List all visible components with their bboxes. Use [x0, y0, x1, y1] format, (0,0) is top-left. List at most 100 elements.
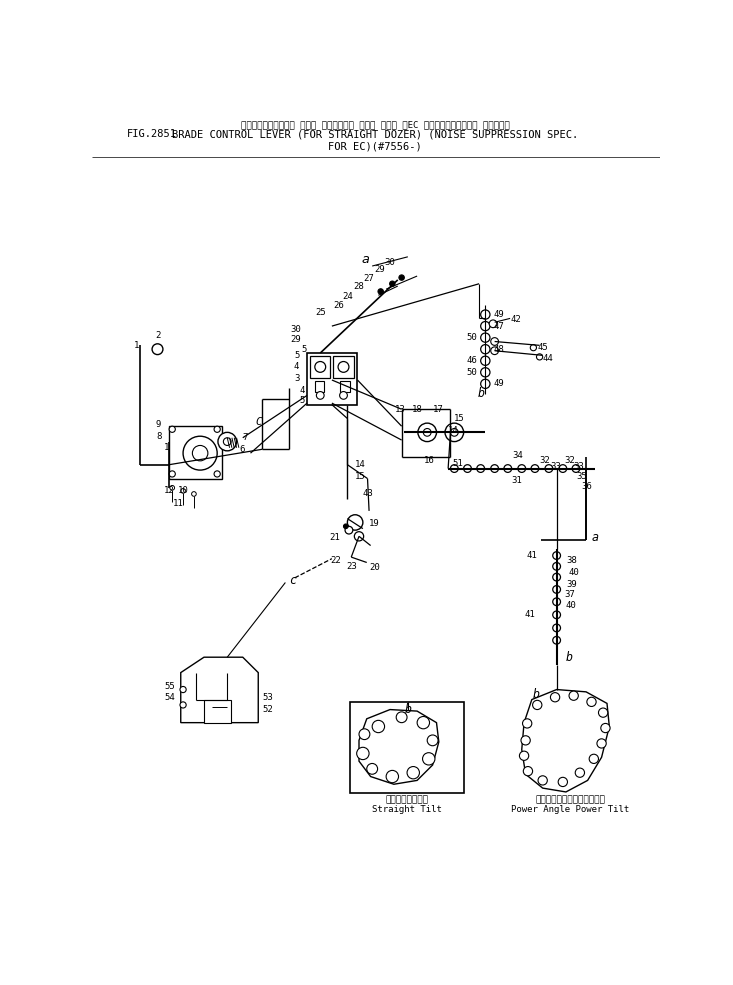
Text: b: b — [478, 387, 485, 400]
Text: Power Angle Power Tilt: Power Angle Power Tilt — [512, 805, 630, 815]
Text: 53: 53 — [262, 692, 273, 701]
Text: 22: 22 — [331, 557, 341, 565]
Text: 41: 41 — [524, 611, 535, 620]
Circle shape — [169, 471, 175, 477]
Circle shape — [481, 333, 490, 342]
Text: 14: 14 — [448, 426, 459, 434]
Text: 34: 34 — [512, 451, 523, 460]
Text: 3: 3 — [294, 374, 299, 383]
Circle shape — [347, 515, 363, 530]
Circle shape — [424, 428, 431, 436]
Text: 52: 52 — [262, 705, 273, 714]
Polygon shape — [359, 709, 439, 784]
Polygon shape — [522, 690, 609, 792]
Text: 1: 1 — [134, 341, 139, 350]
Circle shape — [315, 361, 325, 372]
Text: ハワーアングルハワーチルト: ハワーアングルハワーチルト — [536, 795, 605, 804]
Text: 44: 44 — [542, 354, 553, 362]
Text: b: b — [405, 703, 411, 716]
Circle shape — [192, 445, 208, 461]
Text: 37: 37 — [564, 590, 575, 599]
Circle shape — [481, 379, 490, 388]
Circle shape — [481, 367, 490, 377]
Circle shape — [399, 275, 405, 281]
Circle shape — [344, 524, 348, 529]
Text: 42: 42 — [510, 315, 521, 324]
Circle shape — [366, 763, 377, 774]
Circle shape — [533, 700, 542, 709]
Text: 13: 13 — [395, 405, 405, 414]
Text: 30: 30 — [385, 258, 395, 268]
Text: BRADE CONTROL LEVER (FOR STRAIGHT DOZER) (NOISE SUPPRESSION SPEC.: BRADE CONTROL LEVER (FOR STRAIGHT DOZER)… — [172, 129, 578, 139]
Text: 21: 21 — [329, 533, 339, 543]
Circle shape — [152, 344, 163, 355]
Circle shape — [491, 465, 498, 473]
Circle shape — [537, 354, 542, 360]
Circle shape — [372, 720, 385, 733]
Text: 20: 20 — [369, 562, 380, 571]
Bar — [340, 381, 350, 392]
Text: FOR EC)(#7556-): FOR EC)(#7556-) — [328, 142, 422, 152]
Circle shape — [445, 424, 464, 441]
Text: 35: 35 — [576, 472, 586, 481]
Text: 40: 40 — [566, 601, 577, 610]
Circle shape — [359, 729, 370, 740]
Circle shape — [427, 735, 438, 746]
Circle shape — [569, 691, 578, 700]
Circle shape — [553, 624, 561, 631]
Circle shape — [550, 692, 560, 702]
Bar — [315, 381, 324, 392]
Circle shape — [214, 471, 221, 477]
Text: Straight Tilt: Straight Tilt — [372, 805, 442, 815]
Bar — [310, 357, 331, 377]
Circle shape — [489, 320, 497, 328]
Text: a: a — [592, 531, 599, 545]
Circle shape — [191, 492, 196, 496]
Circle shape — [575, 768, 584, 777]
Circle shape — [553, 636, 561, 644]
Circle shape — [451, 465, 458, 473]
Bar — [350, 702, 465, 793]
Circle shape — [553, 552, 561, 559]
Text: 50: 50 — [467, 333, 478, 342]
Circle shape — [386, 770, 399, 783]
Text: 26: 26 — [334, 300, 345, 310]
Circle shape — [417, 716, 430, 729]
Polygon shape — [181, 657, 258, 723]
Text: 6: 6 — [239, 445, 244, 454]
Text: 48: 48 — [493, 345, 504, 354]
Text: 2: 2 — [155, 331, 161, 340]
Circle shape — [481, 357, 490, 365]
Text: 36: 36 — [581, 482, 592, 491]
Text: 54: 54 — [165, 692, 175, 701]
Circle shape — [481, 345, 490, 354]
Text: 25: 25 — [315, 307, 325, 317]
Text: 14: 14 — [355, 460, 366, 469]
Circle shape — [587, 697, 596, 706]
Text: 23: 23 — [346, 561, 357, 571]
Circle shape — [601, 723, 610, 733]
Text: 50: 50 — [467, 367, 478, 377]
Text: a: a — [361, 252, 369, 266]
Text: 29: 29 — [375, 265, 386, 274]
Text: 4: 4 — [294, 362, 299, 371]
Text: 39: 39 — [566, 579, 577, 589]
Circle shape — [180, 702, 186, 708]
Text: 29: 29 — [290, 336, 301, 345]
Text: 41: 41 — [526, 551, 537, 560]
Text: 17: 17 — [432, 405, 443, 414]
Text: ブレードコントロール レバー （ストレート ドーザ ヨゥ） （EC ノイズサプレッション スペック）: ブレードコントロール レバー （ストレート ドーザ ヨゥ） （EC ノイズサプレ… — [241, 120, 509, 130]
Text: 51: 51 — [452, 459, 463, 468]
Circle shape — [390, 281, 395, 287]
Circle shape — [407, 766, 419, 779]
Text: 49: 49 — [493, 310, 504, 319]
Circle shape — [180, 687, 186, 692]
Circle shape — [553, 562, 561, 570]
Circle shape — [558, 777, 567, 787]
Text: 30: 30 — [290, 325, 301, 335]
Circle shape — [491, 338, 498, 346]
Circle shape — [464, 465, 471, 473]
Circle shape — [224, 437, 231, 445]
Text: 4: 4 — [299, 385, 305, 395]
Text: 49: 49 — [493, 379, 504, 388]
